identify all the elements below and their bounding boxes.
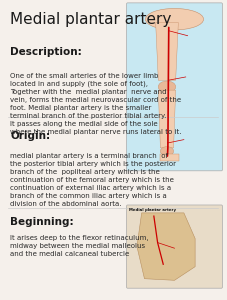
Polygon shape: [160, 154, 179, 161]
Ellipse shape: [158, 81, 175, 93]
Polygon shape: [136, 213, 194, 280]
Text: One of the small arteries of the lower limb
located in and supply (the sole of f: One of the small arteries of the lower l…: [10, 73, 181, 135]
Text: medial plantar artery is a terminal branch  of
the posterior tibial artery which: medial plantar artery is a terminal bran…: [10, 153, 175, 207]
Text: Beginning:: Beginning:: [10, 217, 74, 227]
Text: Medial plantar artery: Medial plantar artery: [10, 12, 171, 27]
Polygon shape: [158, 90, 175, 148]
Polygon shape: [155, 22, 178, 80]
FancyBboxPatch shape: [126, 3, 222, 171]
Ellipse shape: [145, 8, 203, 30]
Text: Origin:: Origin:: [10, 131, 50, 141]
Text: Medial plantar artery: Medial plantar artery: [129, 208, 176, 212]
FancyBboxPatch shape: [126, 205, 222, 288]
Text: Description:: Description:: [10, 47, 82, 58]
Text: It arises deep to the flexor retinaculum,
midway between the medial malleolus
an: It arises deep to the flexor retinaculum…: [10, 235, 148, 257]
Ellipse shape: [160, 147, 173, 156]
